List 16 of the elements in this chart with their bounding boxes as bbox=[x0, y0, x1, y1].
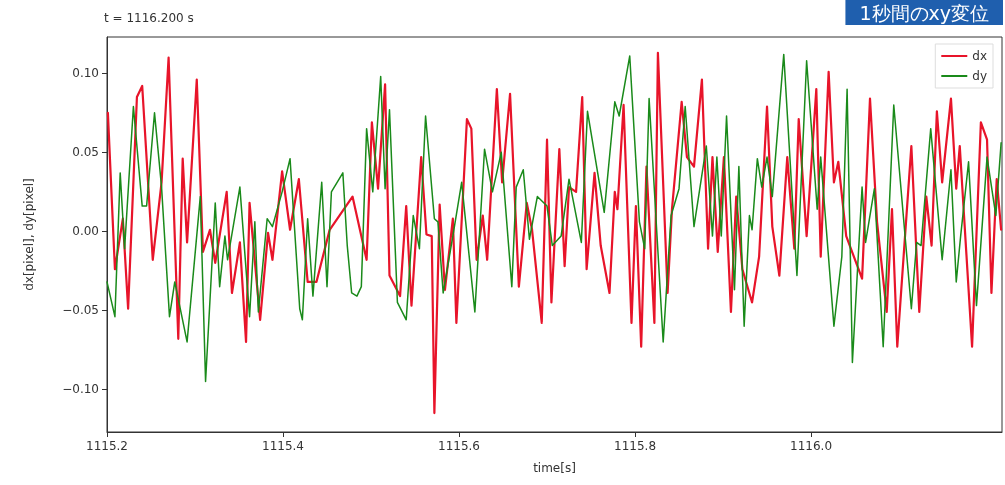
y-axis-title: dx[pixel], dy[pixel] bbox=[22, 178, 36, 291]
chart-title: 1秒間のxy変位 bbox=[859, 1, 989, 24]
legend-label: dy bbox=[972, 69, 987, 83]
y-tick-label: 0.00 bbox=[72, 224, 99, 239]
y-tick-label: −0.05 bbox=[62, 303, 99, 318]
x-tick-label: 1115.8 bbox=[614, 439, 657, 453]
x-tick-label: 1115.2 bbox=[86, 439, 128, 453]
x-tick-label: 1115.4 bbox=[262, 439, 305, 453]
chart-subtitle: t = 1116.200 s bbox=[104, 11, 194, 25]
x-tick-label: 1115.6 bbox=[438, 439, 481, 453]
x-tick-label: 1116.0 bbox=[790, 439, 833, 453]
y-tick-label: 0.05 bbox=[72, 145, 99, 160]
x-axis-title: time[s] bbox=[533, 461, 576, 475]
legend-label: dx bbox=[972, 49, 987, 63]
y-tick-label: −0.10 bbox=[62, 382, 99, 397]
y-tick-label: 0.10 bbox=[72, 66, 99, 81]
